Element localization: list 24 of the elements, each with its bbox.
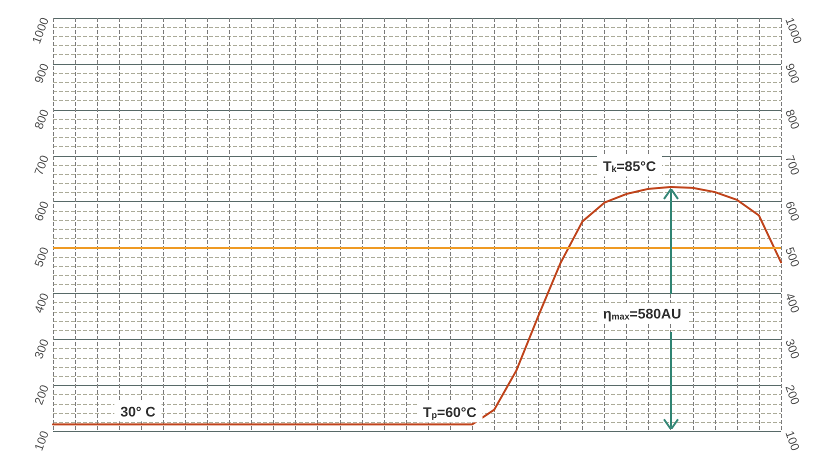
y2-tick-label: 700 xyxy=(782,153,803,178)
y-tick-label: 1000 xyxy=(29,15,52,46)
y2-tick-label: 800 xyxy=(782,107,803,132)
y2-tick-label: 400 xyxy=(782,291,803,316)
annotation: Tp=60°C xyxy=(423,404,477,420)
y-tick-label: 200 xyxy=(32,382,52,407)
y-tick-label: 400 xyxy=(32,290,52,315)
y2-tick-label: 500 xyxy=(782,245,803,270)
annotation: ηmax=580AU xyxy=(602,306,682,322)
annotation: Tk=85°C xyxy=(602,158,656,174)
annotation: 30° C xyxy=(120,403,156,420)
y-tick-label: 600 xyxy=(32,199,52,223)
y-tick-label: 300 xyxy=(32,336,52,361)
y-tick-label: 900 xyxy=(32,61,52,86)
y2-tick-label: 900 xyxy=(782,62,803,86)
y-tick-label: 700 xyxy=(32,153,52,177)
y2-tick-label: 1000 xyxy=(782,16,805,46)
y-tick-label: 800 xyxy=(32,107,52,132)
y2-tick-label: 300 xyxy=(782,337,803,361)
y-tick-label: 100 xyxy=(32,428,52,453)
y2-tick-label: 200 xyxy=(782,383,803,407)
y2-tick-label: 100 xyxy=(782,428,803,453)
y2-tick-label: 600 xyxy=(782,199,803,224)
y-tick-label: 500 xyxy=(32,244,52,269)
